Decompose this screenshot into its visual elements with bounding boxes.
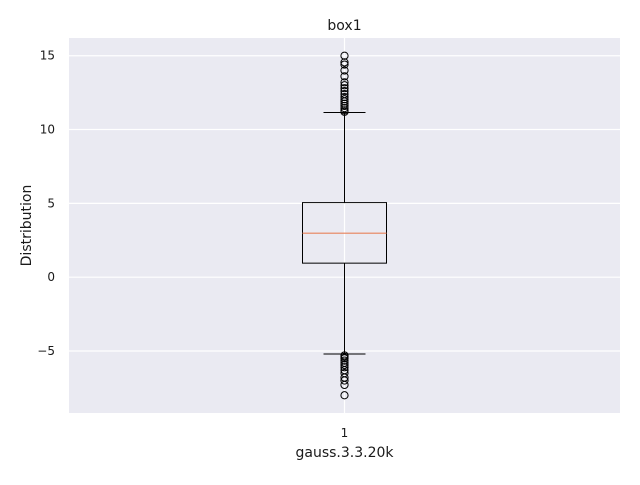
outlier-point xyxy=(340,101,349,111)
y-axis-ticks: 15 10 5 0 −5 xyxy=(37,49,55,358)
outlier-point xyxy=(340,363,349,372)
outlier-point xyxy=(340,95,349,104)
outlier-point xyxy=(340,92,349,102)
outlier-point xyxy=(340,354,349,363)
y-tick-label: 0 xyxy=(47,270,55,284)
outlier-point xyxy=(340,60,349,69)
outlier-point xyxy=(340,81,349,90)
y-tick-label: −5 xyxy=(37,344,55,358)
outlier-point xyxy=(340,51,349,60)
y-tick-label: 5 xyxy=(47,196,55,210)
outlier-point xyxy=(340,72,349,81)
x-axis-label: gauss.3.3.20k xyxy=(295,445,394,461)
outlier-point xyxy=(340,104,349,113)
outlier-point xyxy=(340,78,349,87)
x-tick-label: 1 xyxy=(341,426,349,440)
chart-title: box1 xyxy=(327,18,361,34)
outlier-point xyxy=(340,58,349,67)
y-axis-label: Distribution xyxy=(19,185,35,267)
outlier-point xyxy=(340,84,349,93)
box-plot-marks xyxy=(302,51,387,400)
outlier-point xyxy=(340,376,349,385)
outlier-point xyxy=(340,360,349,370)
outlier-point xyxy=(340,356,349,365)
outlier-point xyxy=(340,391,349,400)
outlier-point xyxy=(340,66,349,75)
outlier-point xyxy=(340,106,349,115)
y-tick-label: 15 xyxy=(40,49,55,63)
outlier-point xyxy=(340,380,349,390)
outlier-point xyxy=(340,90,349,99)
y-tick-label: 10 xyxy=(40,123,55,137)
x-axis-ticks: 1 xyxy=(341,426,349,440)
outlier-point xyxy=(340,99,349,108)
outlier-point xyxy=(340,87,349,96)
